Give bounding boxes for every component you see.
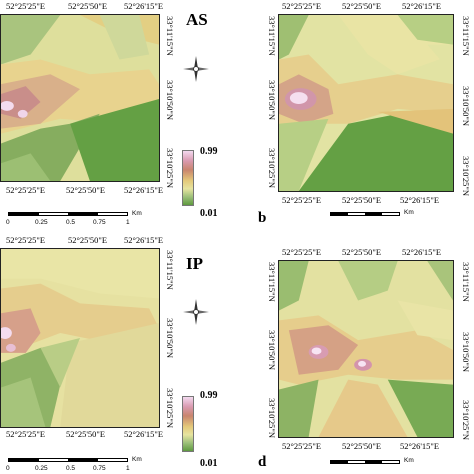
right-tick: 33°10'50"N [165, 318, 175, 359]
scale-bar-graphic [330, 460, 400, 464]
scale-bar-graphic [330, 212, 400, 216]
left-tick: 33°10'50"N [267, 80, 277, 121]
north-arrow-icon [183, 56, 209, 82]
legend-gradient [182, 396, 194, 452]
right-tick: 33°10'25"N [165, 148, 175, 189]
scale-label: 0.75 [93, 219, 106, 226]
top-tick: 52°25'50"E [68, 1, 108, 11]
top-tick: 52°25'50"E [342, 1, 382, 11]
top-tick: 52°25'50"E [342, 247, 382, 257]
bottom-tick: 52°26'15"E [400, 195, 440, 205]
probability-map-ip [0, 248, 160, 428]
right-tick: 33°11'15"N [165, 16, 175, 56]
probability-map-b [278, 14, 454, 192]
right-tick: 33°10'50"N [461, 86, 471, 127]
legend-min: 0.01 [200, 458, 218, 469]
right-tick: 33°10'25"N [461, 400, 471, 441]
top-tick: 52°25'25"E [282, 247, 322, 257]
bottom-tick: 52°25'50"E [342, 195, 382, 205]
right-tick: 33°10'50"N [165, 80, 175, 121]
bottom-tick: 52°25'25"E [6, 429, 46, 439]
right-tick: 33°10'25"N [461, 156, 471, 197]
panel-title: IP [186, 254, 203, 273]
scale-bar-graphic [8, 458, 128, 462]
left-tick: 33°10'50"N [267, 330, 277, 371]
bottom-tick: 52°26'15"E [400, 441, 440, 451]
panel-label: b [258, 210, 267, 226]
bottom-tick: 52°25'50"E [66, 429, 106, 439]
north-arrow-icon [183, 299, 209, 325]
bottom-tick: 52°25'50"E [66, 185, 106, 195]
top-tick: 52°26'15"E [124, 235, 164, 245]
legend-max: 0.99 [200, 146, 218, 157]
scale-label: 0 [6, 465, 10, 472]
left-tick: 33°10'25"N [267, 148, 277, 189]
bottom-tick: 52°25'25"E [6, 185, 46, 195]
bottom-tick: 52°25'25"E [282, 195, 322, 205]
legend-max: 0.99 [200, 390, 218, 401]
scale-label: 1 [126, 219, 130, 226]
bottom-tick: 52°25'50"E [342, 441, 382, 451]
top-tick: 52°26'15"E [124, 1, 164, 11]
right-tick: 33°11'15"N [461, 16, 471, 56]
scale-bar-graphic [8, 212, 128, 216]
top-tick: 52°26'15"E [402, 247, 442, 257]
bottom-tick: 52°25'25"E [282, 441, 322, 451]
scale-unit: Km [132, 210, 142, 217]
top-tick: 52°26'15"E [402, 1, 442, 11]
left-tick: 33°10'25"N [267, 398, 277, 439]
top-tick: 52°25'25"E [6, 1, 46, 11]
scale-label: 1 [126, 465, 130, 472]
bottom-tick: 52°26'15"E [124, 429, 164, 439]
left-tick: 33°11'15"N [267, 16, 277, 56]
scale-label: 0 [6, 219, 10, 226]
probability-map-d [278, 260, 454, 438]
scale-label: 0.75 [93, 465, 106, 472]
top-tick: 52°25'25"E [282, 1, 322, 11]
legend-gradient [182, 150, 194, 206]
scale-unit: Km [404, 209, 414, 216]
scale-label: 0.5 [66, 219, 76, 226]
left-tick: 33°11'15"N [267, 262, 277, 302]
scale-label: 0.25 [35, 219, 48, 226]
scale-label: 0.5 [66, 465, 76, 472]
probability-map-as [0, 14, 160, 182]
bottom-tick: 52°26'15"E [124, 185, 164, 195]
scale-unit: Km [404, 457, 414, 464]
scale-unit: Km [132, 456, 142, 463]
right-tick: 33°10'50"N [461, 332, 471, 373]
top-tick: 52°25'50"E [68, 235, 108, 245]
top-tick: 52°25'25"E [6, 235, 46, 245]
legend-min: 0.01 [200, 208, 218, 219]
panel-label: d [258, 454, 267, 470]
panel-title: AS [186, 10, 208, 29]
scale-label: 0.25 [35, 465, 48, 472]
right-tick: 33°11'15"N [461, 262, 471, 302]
right-tick: 33°10'25"N [165, 388, 175, 429]
right-tick: 33°11'15"N [165, 250, 175, 290]
